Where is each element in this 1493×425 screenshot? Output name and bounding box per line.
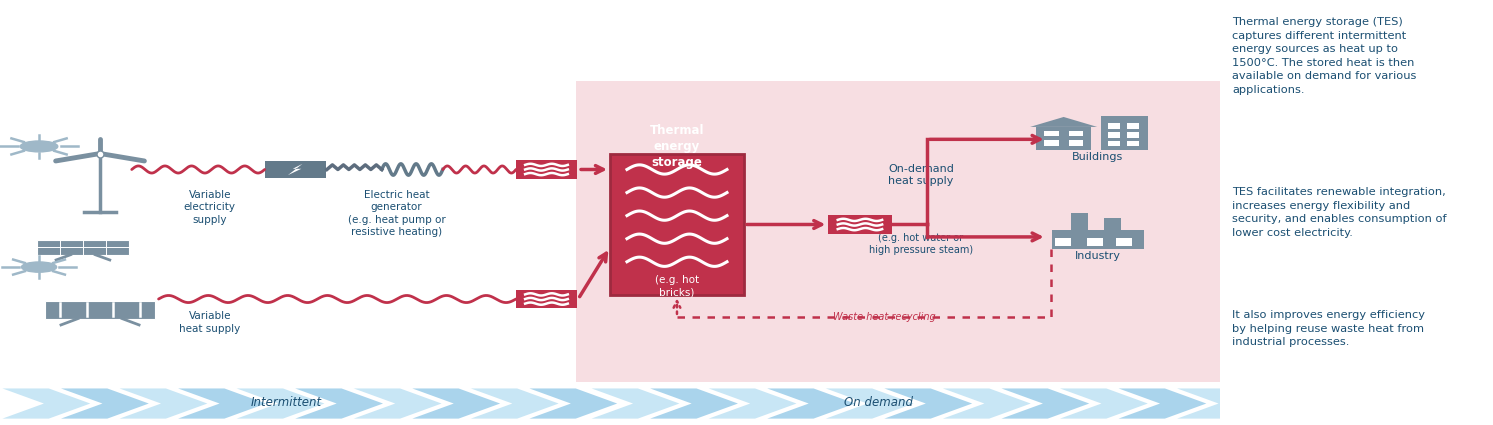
FancyBboxPatch shape (829, 215, 891, 234)
Polygon shape (119, 388, 208, 419)
Text: (e.g. hot water or
high pressure steam): (e.g. hot water or high pressure steam) (869, 233, 973, 255)
FancyBboxPatch shape (45, 301, 155, 319)
FancyBboxPatch shape (1102, 116, 1148, 150)
FancyBboxPatch shape (1036, 127, 1091, 150)
Polygon shape (1030, 117, 1097, 127)
Bar (576, 81, 1220, 382)
FancyBboxPatch shape (1127, 141, 1139, 147)
FancyBboxPatch shape (1127, 123, 1139, 129)
Polygon shape (591, 388, 679, 419)
Polygon shape (178, 388, 266, 419)
FancyBboxPatch shape (1069, 131, 1082, 136)
Polygon shape (1118, 388, 1206, 419)
FancyBboxPatch shape (1044, 140, 1059, 146)
Polygon shape (296, 388, 384, 419)
Text: Variable
electricity
supply: Variable electricity supply (184, 190, 236, 225)
Polygon shape (530, 388, 617, 419)
Text: Intermittent: Intermittent (251, 397, 322, 410)
FancyBboxPatch shape (1108, 132, 1120, 138)
Polygon shape (412, 388, 500, 419)
Text: On demand: On demand (844, 397, 912, 410)
Polygon shape (288, 164, 303, 175)
Circle shape (21, 141, 58, 152)
Polygon shape (1060, 388, 1148, 419)
Polygon shape (3, 388, 90, 419)
FancyBboxPatch shape (1056, 238, 1070, 246)
FancyBboxPatch shape (1127, 132, 1139, 138)
Polygon shape (709, 388, 797, 419)
Text: Variable
heat supply: Variable heat supply (179, 312, 240, 334)
Polygon shape (649, 388, 738, 419)
Text: (e.g. hot
bricks): (e.g. hot bricks) (655, 275, 699, 298)
Polygon shape (236, 388, 324, 419)
FancyBboxPatch shape (1070, 213, 1088, 230)
FancyBboxPatch shape (37, 240, 128, 255)
FancyBboxPatch shape (1069, 140, 1082, 146)
Text: On-demand
heat supply: On-demand heat supply (888, 164, 954, 186)
FancyBboxPatch shape (1044, 131, 1059, 136)
Polygon shape (1002, 388, 1090, 419)
FancyBboxPatch shape (264, 161, 325, 178)
Polygon shape (354, 388, 442, 419)
Polygon shape (767, 388, 855, 419)
Circle shape (21, 262, 57, 272)
Text: HOW THERMAL ENERGY STORAGE CAN HELP US DECARBONIZE HEAT: HOW THERMAL ENERGY STORAGE CAN HELP US D… (18, 25, 818, 45)
Text: Waste heat recycling: Waste heat recycling (833, 312, 936, 322)
Text: It also improves energy efficiency
by helping reuse waste heat from
industrial p: It also improves energy efficiency by he… (1232, 310, 1426, 348)
FancyBboxPatch shape (517, 160, 576, 179)
FancyBboxPatch shape (609, 153, 744, 295)
Polygon shape (61, 388, 149, 419)
Text: Electric heat
generator
(e.g. heat pump or
resistive heating): Electric heat generator (e.g. heat pump … (348, 190, 445, 237)
FancyBboxPatch shape (517, 290, 576, 308)
FancyBboxPatch shape (1103, 218, 1121, 230)
Polygon shape (944, 388, 1030, 419)
Polygon shape (1176, 388, 1265, 419)
Text: Buildings: Buildings (1072, 152, 1123, 162)
Text: Thermal energy storage (TES)
captures different intermittent
energy sources as h: Thermal energy storage (TES) captures di… (1232, 17, 1417, 95)
Polygon shape (470, 388, 558, 419)
FancyBboxPatch shape (1087, 238, 1103, 246)
Polygon shape (826, 388, 914, 419)
Polygon shape (884, 388, 972, 419)
FancyBboxPatch shape (1117, 238, 1132, 246)
Text: TES facilitates renewable integration,
increases energy flexibility and
security: TES facilitates renewable integration, i… (1232, 187, 1447, 238)
FancyBboxPatch shape (1053, 230, 1144, 249)
Text: Thermal
energy
storage: Thermal energy storage (649, 124, 705, 169)
FancyBboxPatch shape (1108, 141, 1120, 147)
Text: Industry: Industry (1075, 252, 1121, 261)
FancyBboxPatch shape (1108, 123, 1120, 129)
